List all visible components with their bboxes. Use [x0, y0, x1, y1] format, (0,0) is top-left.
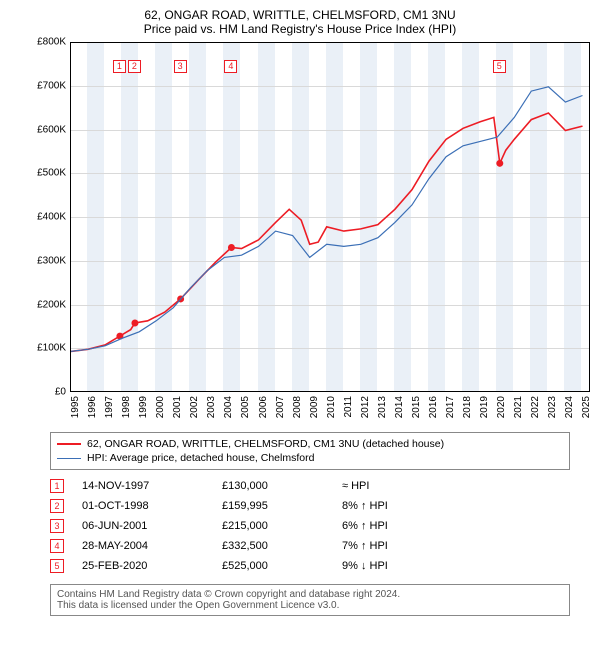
- y-tick-label: £400K: [37, 212, 66, 223]
- transaction-row: 4 28-MAY-2004£332,5007% ↑ HPI: [50, 536, 570, 556]
- x-tick-label: 2005: [240, 396, 251, 418]
- transaction-price: £525,000: [222, 560, 342, 572]
- transaction-marker: 4: [50, 539, 64, 553]
- y-tick-label: £600K: [37, 124, 66, 135]
- transaction-marker: 2: [50, 499, 64, 513]
- x-tick-label: 2009: [309, 396, 320, 418]
- data-point: [496, 160, 503, 167]
- x-tick-label: 2023: [547, 396, 558, 418]
- x-tick-label: 2018: [462, 396, 473, 418]
- x-tick-label: 2016: [428, 396, 439, 418]
- x-tick-label: 2011: [343, 396, 354, 418]
- y-tick-label: £300K: [37, 255, 66, 266]
- transaction-marker: 5: [50, 559, 64, 573]
- series-blue: [71, 87, 583, 352]
- x-tick-label: 2007: [275, 396, 286, 418]
- transaction-date: 25-FEB-2020: [82, 560, 222, 572]
- y-tick-label: £200K: [37, 299, 66, 310]
- transaction-marker: 1: [50, 479, 64, 493]
- legend-item: HPI: Average price, detached house, Chel…: [57, 451, 563, 465]
- y-tick-label: £800K: [37, 37, 66, 48]
- x-tick-label: 2019: [479, 396, 490, 418]
- x-tick-label: 1998: [121, 396, 132, 418]
- legend-label: 62, ONGAR ROAD, WRITTLE, CHELMSFORD, CM1…: [87, 438, 444, 450]
- credits-line1: Contains HM Land Registry data © Crown c…: [57, 589, 563, 600]
- annotation-marker: 4: [224, 60, 237, 73]
- transaction-price: £215,000: [222, 520, 342, 532]
- x-tick-label: 2015: [411, 396, 422, 418]
- x-tick-label: 2002: [189, 396, 200, 418]
- x-tick-label: 2020: [496, 396, 507, 418]
- data-point: [131, 320, 138, 327]
- x-tick-label: 2012: [360, 396, 371, 418]
- series-red: [71, 113, 583, 351]
- legend-item: 62, ONGAR ROAD, WRITTLE, CHELMSFORD, CM1…: [57, 437, 563, 451]
- transaction-relative: 9% ↓ HPI: [342, 560, 570, 572]
- transaction-row: 2 01-OCT-1998£159,9958% ↑ HPI: [50, 496, 570, 516]
- transactions-table: 1 14-NOV-1997£130,000≈ HPI 2 01-OCT-1998£15…: [50, 476, 570, 576]
- transaction-relative: ≈ HPI: [342, 480, 570, 492]
- transaction-relative: 6% ↑ HPI: [342, 520, 570, 532]
- x-tick-label: 2003: [206, 396, 217, 418]
- x-tick-label: 1997: [104, 396, 115, 418]
- transaction-price: £332,500: [222, 540, 342, 552]
- data-point: [228, 244, 235, 251]
- transaction-relative: 7% ↑ HPI: [342, 540, 570, 552]
- x-tick-label: 2010: [326, 396, 337, 418]
- plot-svg: [71, 43, 591, 393]
- x-tick-label: 1995: [70, 396, 81, 418]
- x-tick-label: 2022: [530, 396, 541, 418]
- x-tick-label: 2025: [581, 396, 592, 418]
- y-tick-label: £700K: [37, 80, 66, 91]
- x-tick-label: 2001: [172, 396, 183, 418]
- y-tick-label: £0: [55, 387, 66, 398]
- y-tick-label: £500K: [37, 168, 66, 179]
- legend-swatch: [57, 458, 81, 459]
- x-tick-label: 2000: [155, 396, 166, 418]
- x-tick-label: 2024: [564, 396, 575, 418]
- annotation-marker: 3: [174, 60, 187, 73]
- transaction-date: 01-OCT-1998: [82, 500, 222, 512]
- transaction-row: 1 14-NOV-1997£130,000≈ HPI: [50, 476, 570, 496]
- transaction-price: £159,995: [222, 500, 342, 512]
- x-tick-label: 2006: [258, 396, 269, 418]
- y-tick-label: £100K: [37, 343, 66, 354]
- plot-frame: [70, 42, 590, 392]
- transaction-date: 14-NOV-1997: [82, 480, 222, 492]
- transaction-date: 28-MAY-2004: [82, 540, 222, 552]
- annotation-marker: 5: [493, 60, 506, 73]
- chart-area: £0£100K£200K£300K£400K£500K£600K£700K£80…: [30, 42, 590, 422]
- x-tick-label: 2021: [513, 396, 524, 418]
- transaction-marker: 3: [50, 519, 64, 533]
- legend-label: HPI: Average price, detached house, Chel…: [87, 452, 314, 464]
- x-tick-label: 1996: [87, 396, 98, 418]
- x-tick-label: 1999: [138, 396, 149, 418]
- x-tick-label: 2004: [223, 396, 234, 418]
- x-tick-label: 2013: [377, 396, 388, 418]
- x-tick-label: 2014: [394, 396, 405, 418]
- transaction-price: £130,000: [222, 480, 342, 492]
- transaction-date: 06-JUN-2001: [82, 520, 222, 532]
- transaction-row: 5 25-FEB-2020£525,0009% ↓ HPI: [50, 556, 570, 576]
- annotation-marker: 2: [128, 60, 141, 73]
- transaction-row: 3 06-JUN-2001£215,0006% ↑ HPI: [50, 516, 570, 536]
- x-tick-label: 2008: [292, 396, 303, 418]
- legend-swatch: [57, 443, 81, 445]
- transaction-relative: 8% ↑ HPI: [342, 500, 570, 512]
- x-tick-label: 2017: [445, 396, 456, 418]
- annotation-marker: 1: [113, 60, 126, 73]
- chart-title: 62, ONGAR ROAD, WRITTLE, CHELMSFORD, CM1…: [10, 8, 590, 22]
- credits-line2: This data is licensed under the Open Gov…: [57, 600, 563, 611]
- chart-subtitle: Price paid vs. HM Land Registry's House …: [10, 22, 590, 36]
- credits: Contains HM Land Registry data © Crown c…: [50, 584, 570, 616]
- legend: 62, ONGAR ROAD, WRITTLE, CHELMSFORD, CM1…: [50, 432, 570, 470]
